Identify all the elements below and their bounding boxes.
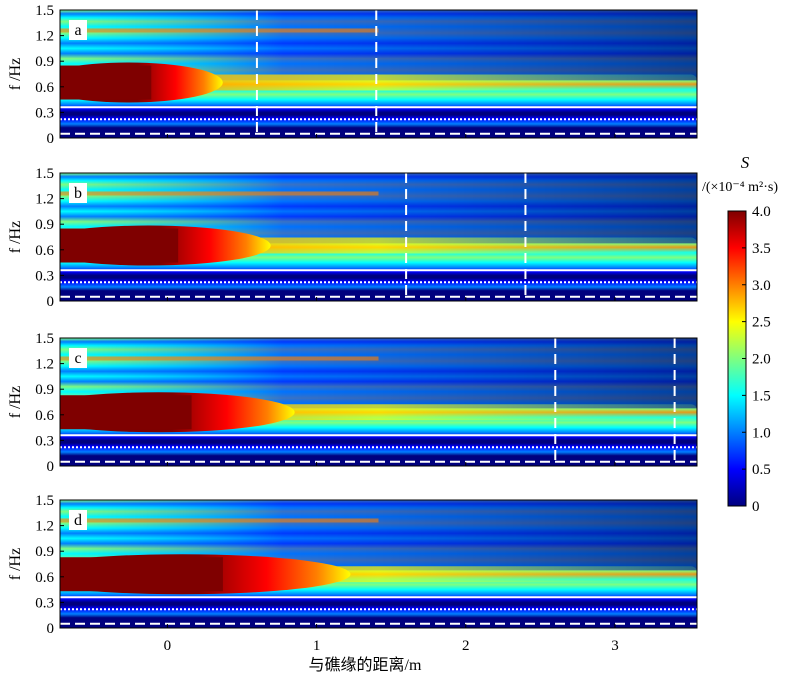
harmonic-streak xyxy=(60,518,379,523)
harmonic-streak xyxy=(60,191,379,196)
y-tick-label: 1.5 xyxy=(35,166,54,182)
y-tick-label: 0.3 xyxy=(35,595,54,611)
high-energy-core-base xyxy=(60,65,152,100)
colorbar-unit: /(×10⁻⁴ m²·s) xyxy=(702,180,778,195)
colorbar-tick-label: 3.5 xyxy=(752,241,771,257)
panel-label: b xyxy=(74,185,82,202)
x-tick-label: 3 xyxy=(611,638,619,654)
high-energy-core-base xyxy=(60,395,192,430)
y-tick-label: 0.6 xyxy=(35,570,54,586)
panels-group: a 0 0.3 0.6 0.9 1.2 1.5 f /Hz b 0 0.3 0.6 0.9 1.2 1.5 f… xyxy=(7,3,698,654)
y-tick-label: 1.2 xyxy=(35,29,54,45)
y-tick-label: 0.6 xyxy=(35,408,54,424)
panel-frame xyxy=(59,337,698,467)
harmonic-streak xyxy=(60,356,379,361)
y-tick-label: 0.3 xyxy=(35,268,54,284)
y-tick-label: 0.3 xyxy=(35,433,54,449)
y-tick-label: 0.6 xyxy=(35,80,54,96)
y-tick-label: 1.5 xyxy=(35,331,54,347)
y-axis-label: f /Hz xyxy=(7,386,24,418)
panel-label: c xyxy=(74,350,81,367)
panel-b: b 0 0.3 0.6 0.9 1.2 1.5 f /Hz xyxy=(7,166,698,310)
x-tick-label: 2 xyxy=(462,638,470,654)
panel-label: d xyxy=(74,512,82,529)
y-tick-label: 0 xyxy=(47,621,55,637)
y-tick-label: 1.2 xyxy=(35,192,54,208)
y-tick-label: 0.9 xyxy=(35,54,54,70)
colorbar-tick-label: 0.5 xyxy=(752,462,771,478)
panel-d: d 0 0.3 0.6 0.9 1.2 1.5 f /Hz xyxy=(7,493,698,637)
panel-label-box xyxy=(69,183,87,203)
colorbar-tick-label: 2.5 xyxy=(752,315,771,331)
y-tick-label: 0.6 xyxy=(35,243,54,259)
y-tick-label: 0.9 xyxy=(35,217,54,233)
colorbar-tick-label: 2.0 xyxy=(752,352,771,368)
harmonic-streak xyxy=(60,28,379,33)
panel-label-box xyxy=(69,348,87,368)
panel-a: a 0 0.3 0.6 0.9 1.2 1.5 f /Hz xyxy=(7,3,698,147)
colorbar-tick-label: 1.0 xyxy=(752,425,771,441)
colorbar-tick-label: 3.0 xyxy=(752,278,771,294)
y-tick-label: 0.9 xyxy=(35,382,54,398)
y-tick-label: 1.2 xyxy=(35,519,54,535)
panel-frame xyxy=(59,9,698,139)
y-tick-label: 0.3 xyxy=(35,105,54,121)
panel-label-box xyxy=(69,510,87,530)
y-tick-label: 0.9 xyxy=(35,544,54,560)
x-tick-label: 1 xyxy=(313,638,321,654)
high-energy-core-base xyxy=(60,557,223,592)
y-axis-label: f /Hz xyxy=(7,548,24,580)
panel-label-box xyxy=(69,20,87,40)
y-tick-label: 1.2 xyxy=(35,357,54,373)
y-tick-label: 0 xyxy=(47,131,55,147)
y-tick-label: 0 xyxy=(47,294,55,310)
panel-label: a xyxy=(74,22,81,39)
y-tick-label: 1.5 xyxy=(35,3,54,19)
panel-frame xyxy=(59,499,698,629)
colorbar-tick-label: 0 xyxy=(752,499,760,515)
y-tick-label: 0 xyxy=(47,459,55,475)
high-energy-core-base xyxy=(60,228,179,263)
panel-frame xyxy=(59,172,698,302)
x-axis-label: 与礁缘的距离/m xyxy=(309,656,422,674)
x-tick-label: 0 xyxy=(164,638,172,654)
colorbar: 0 0.5 1.0 1.5 2.0 2.5 3.0 3.5 4.0 S /(×10⁻⁴ m²·s) xyxy=(702,153,778,515)
y-axis-label: f /Hz xyxy=(7,58,24,90)
panel-c: c 0 0.3 0.6 0.9 1.2 1.5 f /Hz xyxy=(7,331,698,475)
y-axis-label: f /Hz xyxy=(7,221,24,253)
colorbar-title: S xyxy=(741,153,750,172)
colorbar-tick-label: 4.0 xyxy=(752,204,771,220)
y-tick-label: 1.5 xyxy=(35,493,54,509)
colorbar-tick-label: 1.5 xyxy=(752,388,771,404)
